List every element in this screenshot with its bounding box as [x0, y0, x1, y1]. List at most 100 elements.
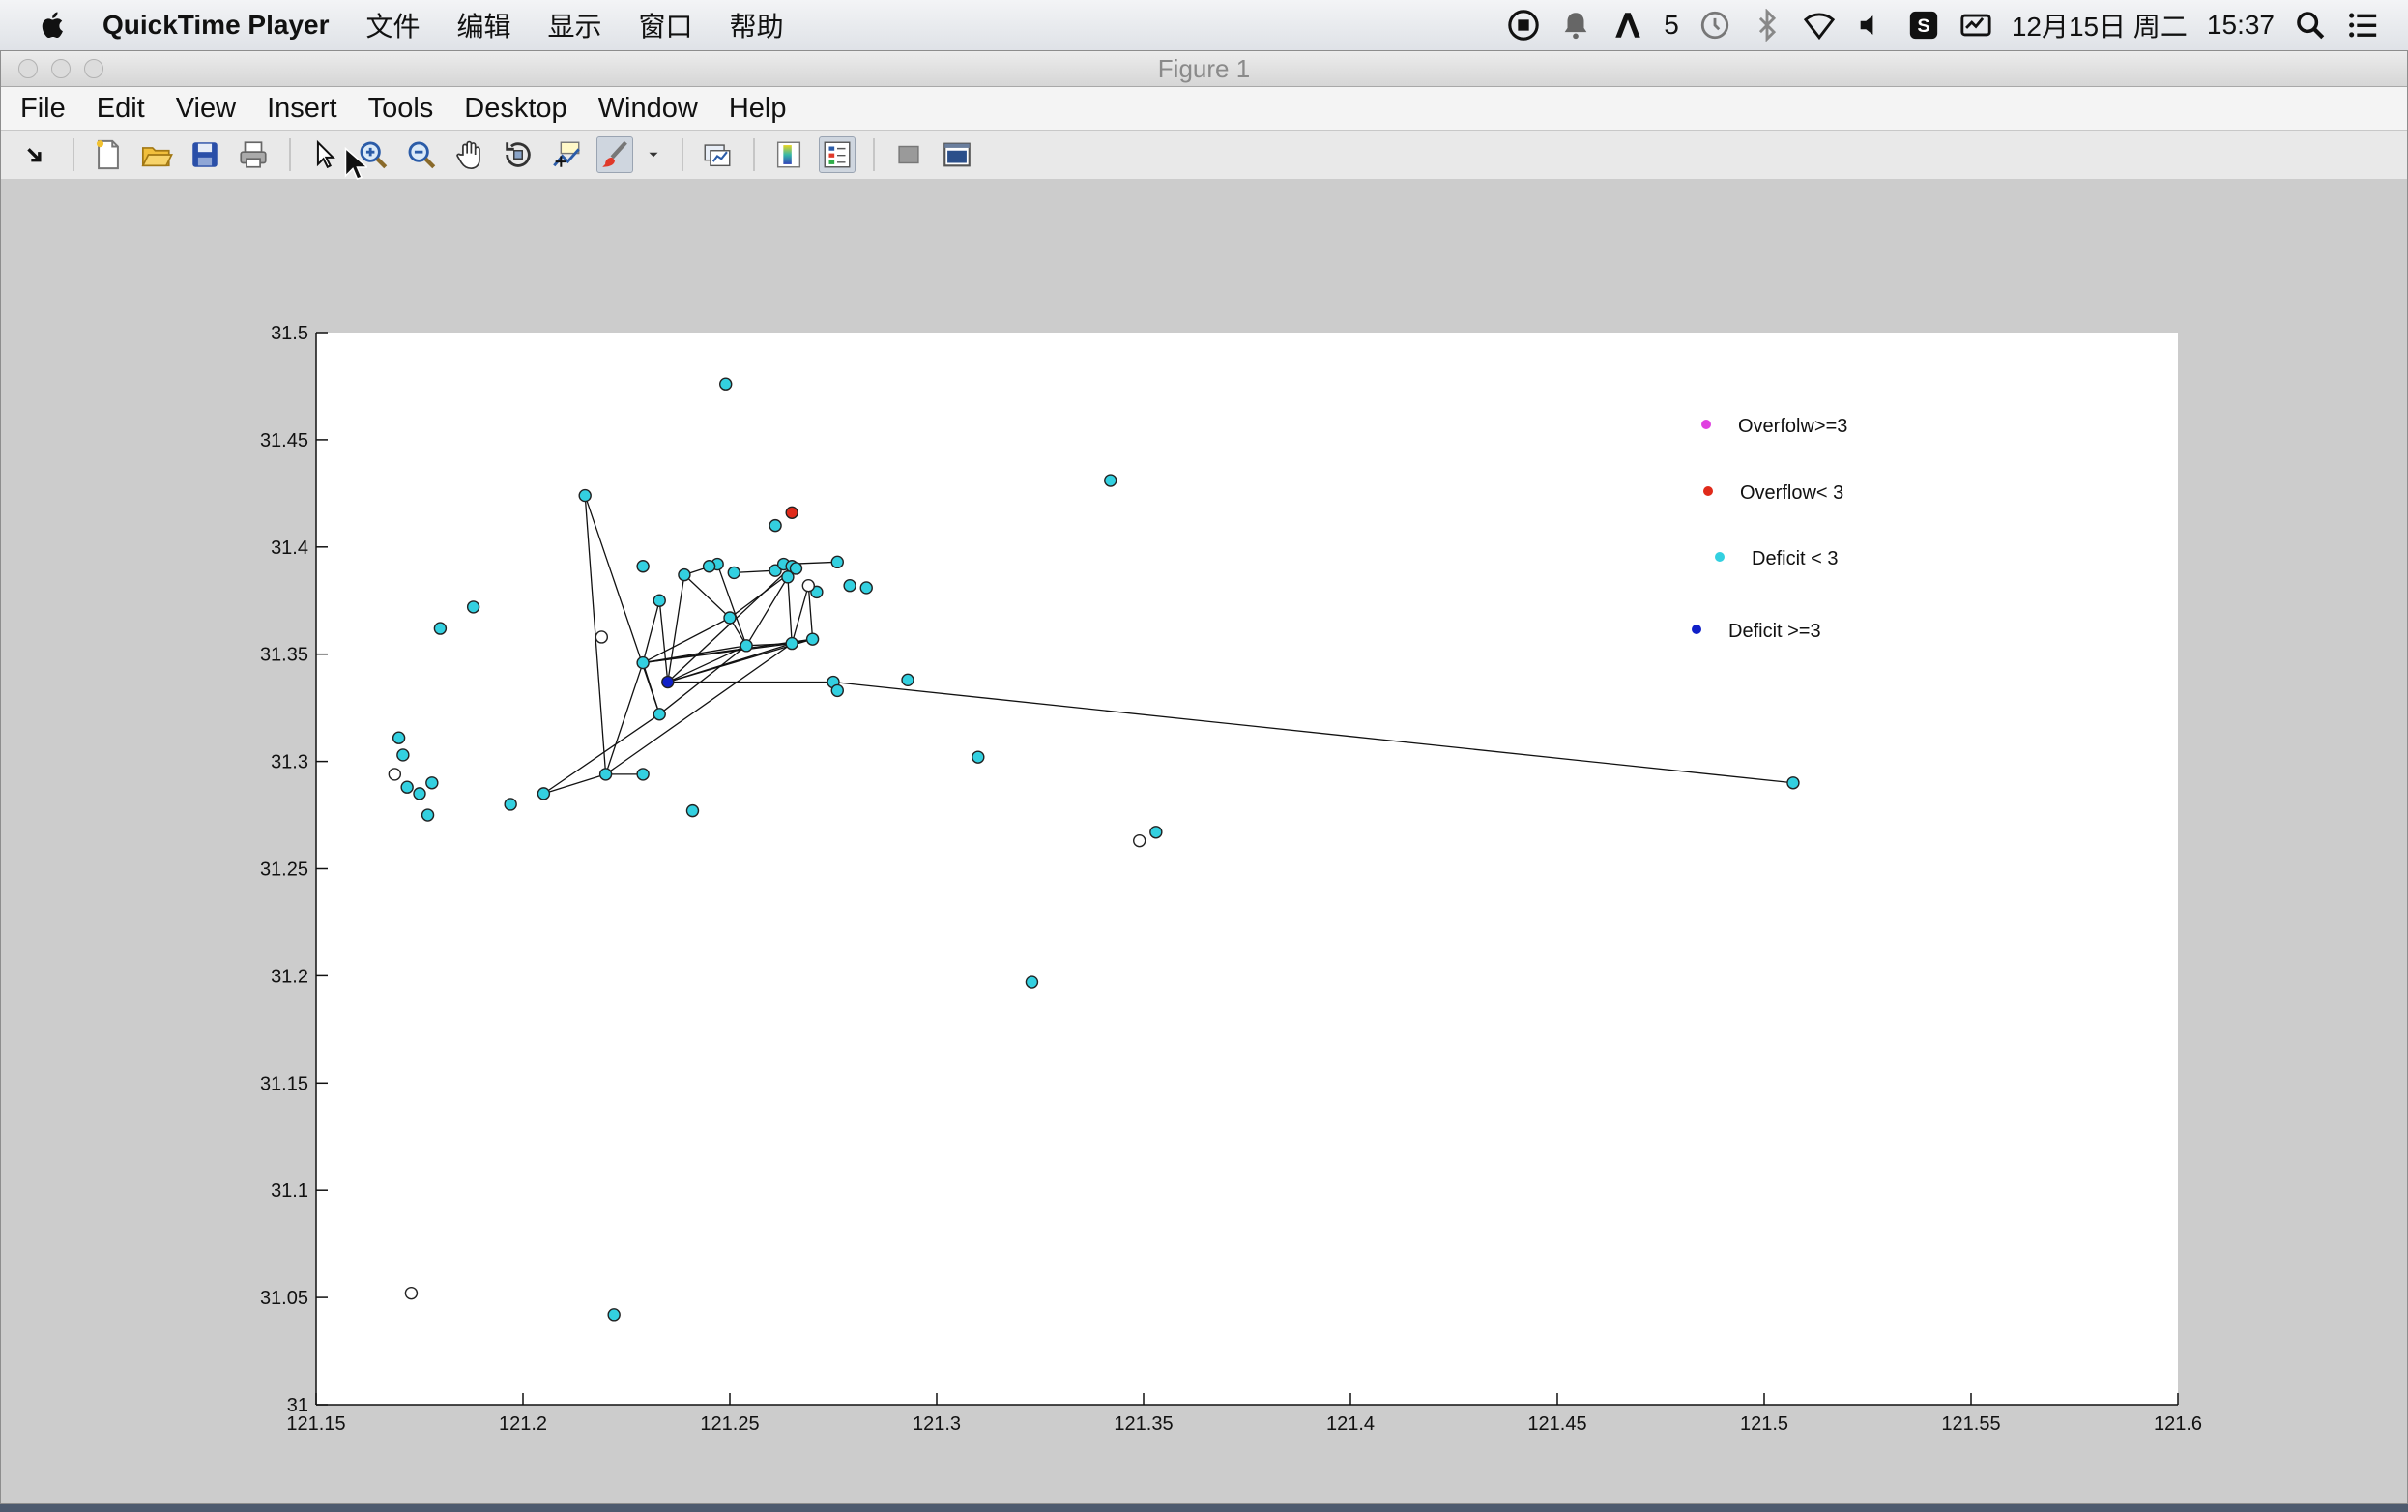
volume-icon[interactable]: [1855, 9, 1888, 42]
mouse-pointer-icon: [344, 147, 367, 180]
close-window-button[interactable]: [18, 59, 38, 78]
network-edge: [734, 569, 776, 574]
save-button[interactable]: [187, 136, 223, 173]
y-tick-label: 31.2: [271, 966, 308, 987]
zoom-out-button[interactable]: [403, 136, 440, 173]
status-area: 5 S 12月15日 周二 15:37: [1507, 6, 2379, 44]
menu-help[interactable]: 帮助: [729, 12, 784, 42]
y-tick-label: 31.5: [271, 323, 308, 344]
scatter-plot[interactable]: 121.15 121.2 121.25 121.3 121.35 121.4 121.45 1…: [1, 179, 2407, 1503]
hide-plot-tools-button[interactable]: [890, 136, 927, 173]
app-name-menu[interactable]: QuickTime Player: [102, 10, 330, 40]
menu-window[interactable]: 窗口: [638, 12, 693, 42]
network-edge: [667, 645, 747, 683]
legend-label-overflow-ge3: Overfolw>=3: [1738, 416, 1847, 437]
x-tick-label: 121.15: [286, 1413, 345, 1435]
open-file-button[interactable]: [138, 136, 175, 173]
menubar-time[interactable]: 15:37: [2206, 10, 2275, 40]
y-tick-label: 31: [287, 1395, 308, 1416]
data-point-deficit-lt3: [433, 622, 448, 635]
figure-menu-window[interactable]: Window: [597, 92, 698, 124]
legend-button[interactable]: [819, 136, 856, 173]
data-point-deficit-lt3: [653, 708, 666, 721]
data-point-deficit-lt3: [685, 803, 700, 818]
sogou-input-icon[interactable]: S: [1907, 9, 1940, 42]
data-point-deficit-lt3: [901, 673, 914, 687]
axes-background[interactable]: [316, 333, 2178, 1405]
figure-menu-file[interactable]: File: [20, 92, 66, 124]
data-point-overflow-lt3: [785, 506, 798, 520]
data-point-deficit-lt3: [396, 748, 410, 762]
apple-logo-icon[interactable]: [37, 9, 70, 42]
notification-bell-icon[interactable]: [1559, 9, 1592, 42]
brush-button[interactable]: [596, 136, 633, 173]
window-title: Figure 1: [1157, 54, 1251, 83]
svg-text:S: S: [1917, 15, 1929, 37]
notification-center-icon[interactable]: [2346, 9, 2379, 42]
x-tick-label: 121.5: [1740, 1413, 1788, 1435]
link-plot-button[interactable]: [699, 136, 736, 173]
data-point-deficit-lt3: [805, 632, 820, 646]
save-icon: [192, 142, 218, 167]
data-point-deficit-lt3: [740, 639, 753, 653]
figure-menu-view[interactable]: View: [175, 92, 237, 124]
legend[interactable]: Overfolw>=3 Overflow< 3 Deficit < 3 Defi…: [1692, 416, 1847, 642]
open-file-icon: [141, 147, 173, 167]
new-figure-icon: [96, 139, 119, 170]
figure-menu-edit[interactable]: Edit: [96, 92, 145, 124]
menu-edit[interactable]: 编辑: [456, 12, 511, 42]
data-cursor-button[interactable]: [548, 136, 585, 173]
data-point-deficit-lt3: [421, 808, 435, 822]
print-button[interactable]: [235, 136, 272, 173]
zoom-window-button[interactable]: [84, 59, 103, 78]
network-edge: [605, 643, 793, 775]
network-edge: [642, 617, 731, 664]
figure-menu-desktop[interactable]: Desktop: [464, 92, 567, 124]
network-edge: [683, 574, 731, 619]
window-controls: [18, 59, 103, 78]
data-point-deficit-lt3: [830, 555, 844, 569]
network-edge: [658, 645, 747, 715]
new-figure-button[interactable]: [90, 136, 127, 173]
data-point-deficit-lt3: [719, 377, 733, 391]
x-tick-label: 121.2: [499, 1413, 547, 1435]
pan-button[interactable]: [451, 136, 488, 173]
select-arrow-button[interactable]: [306, 136, 343, 173]
figure-menu-tools[interactable]: Tools: [367, 92, 434, 124]
menubar-date[interactable]: 12月15日 周二: [2011, 12, 2188, 42]
system-menu-bar: QuickTime Player 文件 编辑 显示 窗口 帮助 5 S 12月1…: [0, 0, 2408, 51]
menu-file[interactable]: 文件: [365, 12, 421, 42]
data-point-deficit-lt3: [702, 560, 716, 573]
brush-dropdown-button[interactable]: [645, 136, 662, 173]
data-point-deficit-lt3: [769, 518, 782, 533]
window-titlebar[interactable]: Figure 1: [1, 51, 2407, 87]
data-point-deficit-lt3: [781, 570, 795, 584]
toolbar-separator: [753, 138, 755, 171]
colorbar-button[interactable]: [770, 136, 807, 173]
bluetooth-icon[interactable]: [1751, 9, 1784, 42]
points-layer: [388, 377, 1800, 1322]
minimize-window-button[interactable]: [51, 59, 71, 78]
data-point-deficit-lt3: [830, 683, 844, 698]
adobe-badge-count: 5: [1664, 10, 1679, 40]
figure-canvas: 121.15 121.2 121.25 121.3 121.35 121.4 121.45 1…: [1, 179, 2407, 1503]
adobe-icon[interactable]: [1611, 9, 1644, 42]
rotate-3d-button[interactable]: [500, 136, 537, 173]
spotlight-search-icon[interactable]: [2294, 9, 2327, 42]
time-machine-icon[interactable]: [1698, 9, 1731, 42]
figure-menu-insert[interactable]: Insert: [267, 92, 337, 124]
x-tick-label: 121.35: [1114, 1413, 1173, 1435]
data-point-deficit-lt3: [504, 798, 517, 811]
figure-menu-help[interactable]: Help: [728, 92, 787, 124]
record-icon[interactable]: [1507, 9, 1540, 42]
activity-monitor-icon[interactable]: [1959, 9, 1992, 42]
zoom-in-button[interactable]: [355, 136, 392, 173]
data-point-deficit-lt3: [727, 566, 740, 580]
data-point-deficit-lt3: [400, 780, 414, 794]
dock-button[interactable]: [18, 136, 55, 173]
network-edge: [832, 681, 1794, 784]
x-tick-label: 121.55: [1941, 1413, 2000, 1435]
menu-view[interactable]: 显示: [547, 12, 602, 42]
show-plot-tools-button[interactable]: [939, 136, 975, 173]
wifi-icon[interactable]: [1803, 9, 1836, 42]
